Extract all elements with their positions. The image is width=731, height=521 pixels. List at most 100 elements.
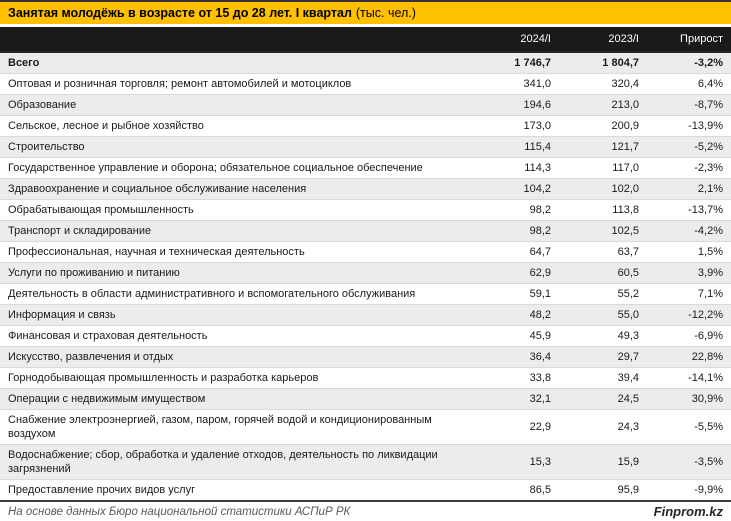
industry-label: Образование [0, 94, 471, 116]
value-2023: 63,7 [559, 241, 647, 263]
column-header-2024: 2024/I [471, 27, 559, 53]
value-2023: 15,9 [559, 444, 647, 480]
table-row: Оптовая и розничная торговля; ремонт авт… [0, 73, 731, 95]
table-row: Снабжение электроэнергией, газом, паром,… [0, 409, 731, 445]
footer: На основе данных Бюро национальной стати… [0, 500, 731, 521]
growth-value: -5,2% [647, 136, 731, 158]
value-2023: 113,8 [559, 199, 647, 221]
value-2023: 95,9 [559, 479, 647, 500]
growth-value: 3,9% [647, 262, 731, 284]
value-2023: 117,0 [559, 157, 647, 179]
table-row: Государственное управление и оборона; об… [0, 157, 731, 179]
value-2023: 320,4 [559, 73, 647, 95]
value-2023: 49,3 [559, 325, 647, 347]
industry-label: Всего [8, 57, 40, 69]
industry-label: Сельское, лесное и рыбное хозяйство [0, 115, 471, 137]
industry-label: Искусство, развлечения и отдых [0, 346, 471, 368]
value-2024: 36,4 [471, 346, 559, 368]
industry-label: Оптовая и розничная торговля; ремонт авт… [0, 73, 471, 95]
table-row: Обрабатывающая промышленность 98,2 113,8 -1… [0, 199, 731, 221]
growth-value: -9,9% [647, 479, 731, 500]
value-2024: 45,9 [471, 325, 559, 347]
value-2024: 115,4 [471, 136, 559, 158]
growth-value: 2,1% [647, 178, 731, 200]
table-row: Профессиональная, научная и техническая … [0, 241, 731, 263]
value-2024: 194,6 [471, 94, 559, 116]
finprom-logo-text: Finprom.kz [653, 504, 723, 519]
value-2024: 86,5 [471, 479, 559, 500]
table-row: Водоснабжение; сбор, обработка и удалени… [0, 444, 731, 480]
column-header-2023: 2023/I [559, 27, 647, 53]
table-row: Операции с недвижимым имуществом 32,1 24,5… [0, 388, 731, 410]
column-header-growth: Прирост [647, 27, 731, 53]
growth-value: -6,9% [647, 325, 731, 347]
data-source-note: На основе данных Бюро национальной стати… [8, 505, 351, 518]
table-row: Сельское, лесное и рыбное хозяйство 173,0… [0, 115, 731, 137]
table-row: Здравоохранение и социальное обслуживани… [0, 178, 731, 200]
table-header: 2024/I 2023/I Прирост [0, 27, 731, 53]
industry-label: Государственное управление и оборона; об… [0, 157, 471, 179]
employment-table: 2024/I 2023/I Прирост Всего 1 746,7 1 804,… [0, 27, 731, 500]
growth-value: -3,5% [647, 444, 731, 480]
value-2023: 1 804,7 [602, 57, 639, 69]
value-2024: 22,9 [471, 409, 559, 445]
value-2024: 104,2 [471, 178, 559, 200]
table-row: Горнодобывающая промышленность и разрабо… [0, 367, 731, 389]
value-2023: 200,9 [559, 115, 647, 137]
table-header-row: 2024/I 2023/I Прирост [0, 27, 731, 53]
value-2023: 55,2 [559, 283, 647, 305]
table-row: Финансовая и страховая деятельность 45,9 4… [0, 325, 731, 347]
industry-label: Услуги по проживанию и питанию [0, 262, 471, 284]
industry-label: Обрабатывающая промышленность [0, 199, 471, 221]
growth-value: 6,4% [647, 73, 731, 95]
industry-label: Предоставление прочих видов услуг [0, 479, 471, 500]
table-row: Строительство 115,4 121,7 -5,2% [0, 136, 731, 158]
value-2023: 24,5 [559, 388, 647, 410]
value-2023: 102,0 [559, 178, 647, 200]
table-row: Деятельность в области административного… [0, 283, 731, 305]
industry-label: Финансовая и страховая деятельность [0, 325, 471, 347]
value-2024: 62,9 [471, 262, 559, 284]
value-2024: 32,1 [471, 388, 559, 410]
industry-label: Операции с недвижимым имуществом [0, 388, 471, 410]
industry-label: Горнодобывающая промышленность и разрабо… [0, 367, 471, 389]
table-row: Всего 1 746,7 1 804,7 -3,2% [0, 52, 731, 74]
value-2023: 39,4 [559, 367, 647, 389]
column-header-industry [0, 27, 471, 53]
value-2023: 213,0 [559, 94, 647, 116]
page-title-unit: (тыс. чел.) [355, 6, 416, 20]
growth-value: -13,7% [647, 199, 731, 221]
value-2024: 48,2 [471, 304, 559, 326]
value-2024: 59,1 [471, 283, 559, 305]
page-title: Занятая молодёжь в возрасте от 15 до 28 … [8, 6, 352, 20]
table-row: Услуги по проживанию и питанию 62,9 60,5 3,… [0, 262, 731, 284]
value-2023: 121,7 [559, 136, 647, 158]
table-row: Искусство, развлечения и отдых 36,4 29,7 22… [0, 346, 731, 368]
industry-label: Транспорт и складирование [0, 220, 471, 242]
value-2024: 15,3 [471, 444, 559, 480]
value-2024: 33,8 [471, 367, 559, 389]
title-separator [0, 24, 731, 27]
table-row: Транспорт и складирование 98,2 102,5 -4,2% [0, 220, 731, 242]
growth-value: -2,3% [647, 157, 731, 179]
industry-label: Информация и связь [0, 304, 471, 326]
growth-value: 7,1% [647, 283, 731, 305]
industry-label: Снабжение электроэнергией, газом, паром,… [0, 409, 471, 445]
value-2023: 29,7 [559, 346, 647, 368]
value-2024: 173,0 [471, 115, 559, 137]
value-2023: 102,5 [559, 220, 647, 242]
industry-label: Водоснабжение; сбор, обработка и удалени… [0, 444, 471, 480]
growth-value: -4,2% [647, 220, 731, 242]
industry-label: Строительство [0, 136, 471, 158]
value-2024: 1 746,7 [514, 57, 551, 69]
title-bar: Занятая молодёжь в возрасте от 15 до 28 … [0, 2, 731, 24]
growth-value: -13,9% [647, 115, 731, 137]
value-2024: 341,0 [471, 73, 559, 95]
value-2023: 60,5 [559, 262, 647, 284]
growth-value: 30,9% [647, 388, 731, 410]
value-2024: 98,2 [471, 220, 559, 242]
growth-value: 22,8% [647, 346, 731, 368]
growth-value: -12,2% [647, 304, 731, 326]
value-2023: 55,0 [559, 304, 647, 326]
